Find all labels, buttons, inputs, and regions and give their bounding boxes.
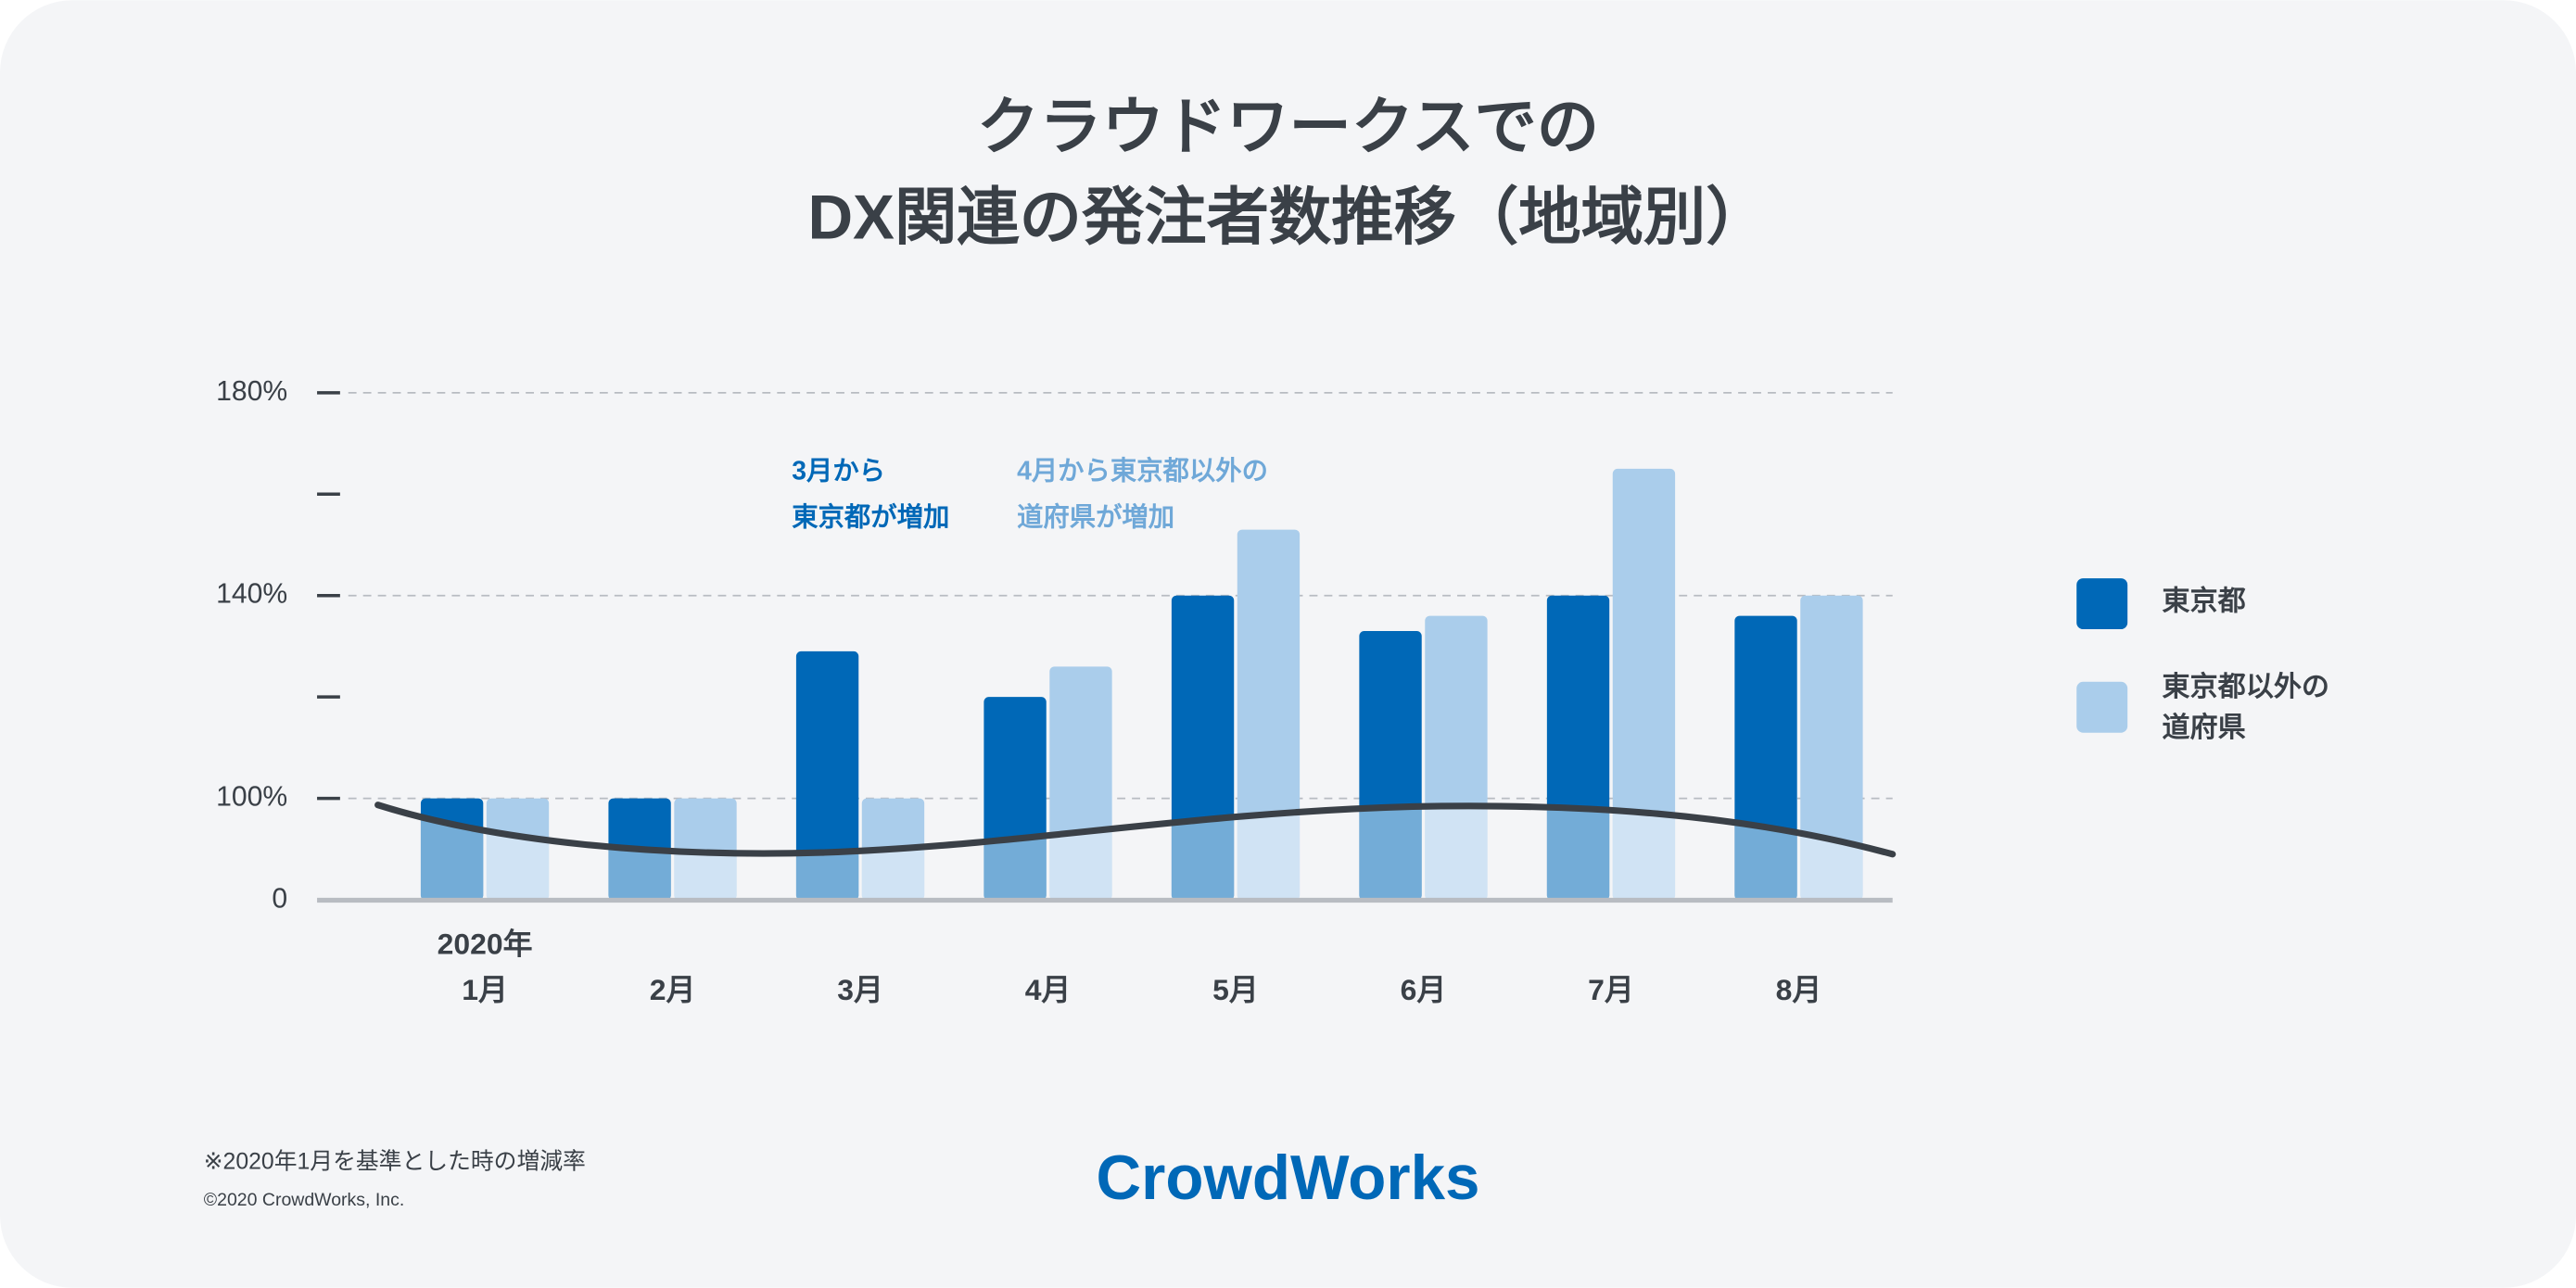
x-tick-label: 2月 xyxy=(650,973,696,1006)
bar xyxy=(983,697,1047,901)
bar xyxy=(1546,595,1610,901)
bar xyxy=(1237,529,1301,901)
bar xyxy=(1425,615,1488,901)
year-label: 2020年 xyxy=(438,928,533,961)
x-tick-label: 5月 xyxy=(1212,973,1259,1006)
x-tick-label: 3月 xyxy=(837,973,883,1006)
bar xyxy=(1049,666,1112,901)
logo: CrowdWorks xyxy=(1097,1143,1480,1213)
annotation: 4月から東京都以外の道府県が増加 xyxy=(1017,456,1268,533)
bar xyxy=(1359,631,1422,901)
legend-label: 東京都 xyxy=(2162,586,2245,617)
legend-label: 東京都以外の道府県 xyxy=(2162,671,2329,743)
x-tick-label: 7月 xyxy=(1588,973,1634,1006)
legend-swatch xyxy=(2076,578,2128,630)
copyright: ©2020 CrowdWorks, Inc. xyxy=(204,1190,405,1210)
y-tick-label: 100% xyxy=(216,782,287,813)
annotation: 3月から東京都が増加 xyxy=(792,457,949,533)
x-tick-label: 8月 xyxy=(1776,973,1822,1006)
x-tick-label: 6月 xyxy=(1401,973,1447,1006)
y-tick-label: 0 xyxy=(272,883,287,914)
bar xyxy=(1800,595,1863,901)
x-tick-label: 4月 xyxy=(1025,973,1072,1006)
chart-title: クラウドワークスでの DX関連の発注者数推移（地域別） xyxy=(807,93,1768,252)
y-tick-label: 180% xyxy=(216,376,287,407)
footnote: ※2020年1月を基準とした時の増減率 xyxy=(204,1149,586,1175)
bar xyxy=(1612,468,1676,901)
trend-curve xyxy=(374,802,1897,858)
legend-swatch xyxy=(2076,681,2128,733)
bar xyxy=(795,650,859,901)
y-tick-label: 140% xyxy=(216,579,287,610)
x-tick-label: 1月 xyxy=(462,973,508,1006)
bar xyxy=(486,798,550,901)
